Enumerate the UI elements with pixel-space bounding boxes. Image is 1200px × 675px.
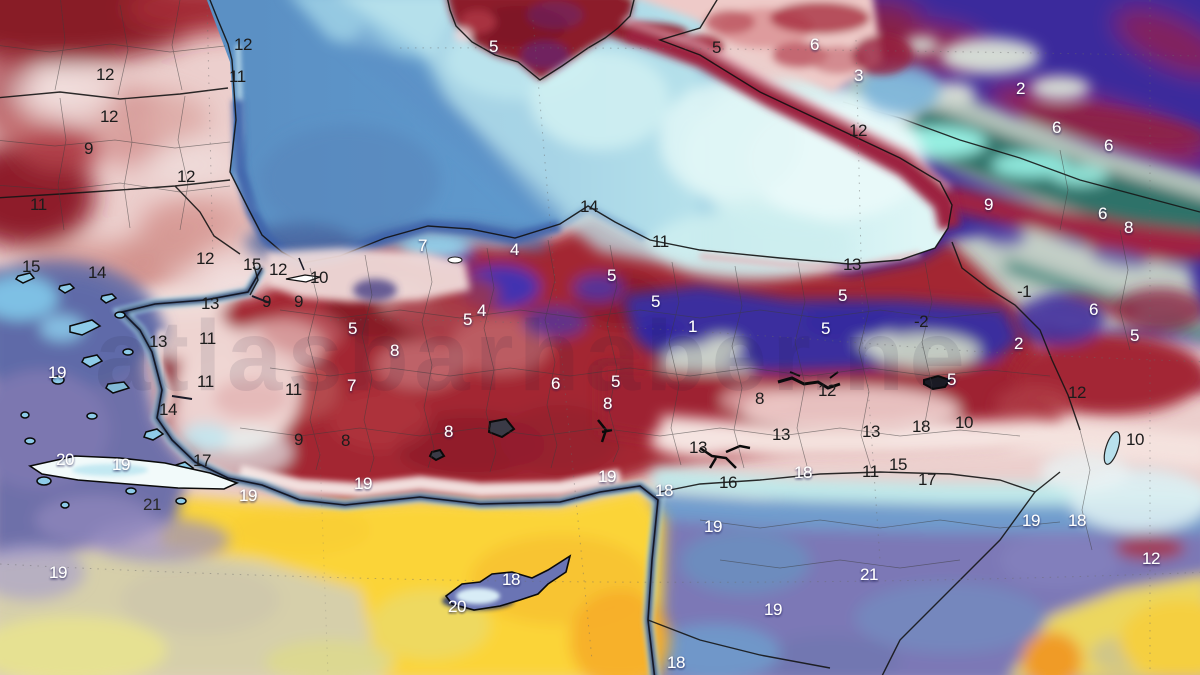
svg-text:14: 14	[159, 400, 177, 419]
svg-text:10: 10	[310, 268, 328, 287]
svg-text:1: 1	[688, 317, 697, 336]
svg-text:19: 19	[598, 467, 616, 486]
svg-text:11: 11	[285, 380, 302, 399]
svg-text:13: 13	[149, 332, 167, 351]
svg-text:10: 10	[1126, 430, 1144, 449]
svg-text:12: 12	[100, 107, 118, 126]
svg-text:12: 12	[177, 167, 195, 186]
svg-text:12: 12	[196, 249, 214, 268]
svg-text:11: 11	[652, 232, 669, 251]
svg-text:4: 4	[477, 301, 486, 320]
svg-text:11: 11	[199, 329, 216, 348]
svg-text:18: 18	[667, 653, 685, 672]
svg-text:9: 9	[294, 292, 303, 311]
svg-text:-1: -1	[1017, 282, 1031, 301]
svg-text:8: 8	[755, 389, 764, 408]
svg-text:18: 18	[794, 463, 812, 482]
svg-text:11: 11	[197, 372, 214, 391]
svg-text:16: 16	[719, 473, 737, 492]
svg-text:21: 21	[860, 565, 878, 584]
svg-text:19: 19	[1022, 511, 1040, 530]
svg-text:5: 5	[712, 38, 721, 57]
svg-text:17: 17	[918, 470, 936, 489]
svg-text:14: 14	[88, 263, 106, 282]
svg-text:2: 2	[1014, 334, 1023, 353]
svg-text:3: 3	[854, 66, 863, 85]
svg-text:5: 5	[821, 319, 830, 338]
svg-text:15: 15	[22, 257, 40, 276]
svg-text:8: 8	[603, 394, 612, 413]
svg-text:8: 8	[1124, 218, 1133, 237]
svg-text:13: 13	[201, 294, 219, 313]
svg-text:6: 6	[810, 35, 819, 54]
svg-text:8: 8	[444, 422, 453, 441]
svg-text:13: 13	[689, 438, 707, 457]
svg-text:5: 5	[607, 266, 616, 285]
svg-text:20: 20	[448, 597, 466, 616]
svg-text:5: 5	[947, 370, 956, 389]
svg-text:7: 7	[418, 236, 427, 255]
svg-text:9: 9	[984, 195, 993, 214]
svg-text:12: 12	[849, 121, 867, 140]
svg-text:12: 12	[96, 65, 114, 84]
svg-text:11: 11	[229, 67, 246, 86]
svg-text:15: 15	[889, 455, 907, 474]
svg-text:18: 18	[655, 481, 673, 500]
svg-text:5: 5	[651, 292, 660, 311]
svg-text:5: 5	[348, 319, 357, 338]
svg-text:20: 20	[56, 450, 74, 469]
svg-text:19: 19	[354, 474, 372, 493]
svg-text:11: 11	[862, 462, 879, 481]
svg-text:12: 12	[234, 35, 252, 54]
svg-text:5: 5	[1130, 326, 1139, 345]
svg-text:19: 19	[704, 517, 722, 536]
svg-text:15: 15	[243, 255, 261, 274]
svg-text:13: 13	[862, 422, 880, 441]
svg-text:6: 6	[1052, 118, 1061, 137]
svg-text:19: 19	[48, 363, 66, 382]
svg-text:12: 12	[1142, 549, 1160, 568]
svg-text:2: 2	[1016, 79, 1025, 98]
svg-text:8: 8	[341, 431, 350, 450]
svg-text:12: 12	[818, 381, 836, 400]
svg-text:18: 18	[1068, 511, 1086, 530]
svg-text:21: 21	[143, 495, 161, 514]
svg-text:19: 19	[239, 486, 257, 505]
svg-text:11: 11	[30, 195, 47, 214]
svg-text:5: 5	[463, 310, 472, 329]
svg-text:12: 12	[269, 260, 287, 279]
svg-text:5: 5	[611, 372, 620, 391]
svg-text:atlasbarhaber.ne: atlasbarhaber.ne	[95, 300, 970, 412]
svg-text:6: 6	[1104, 136, 1113, 155]
svg-text:9: 9	[84, 139, 93, 158]
svg-text:18: 18	[912, 417, 930, 436]
svg-text:19: 19	[764, 600, 782, 619]
svg-text:6: 6	[1089, 300, 1098, 319]
svg-text:19: 19	[49, 563, 67, 582]
svg-text:19: 19	[112, 455, 130, 474]
svg-text:4: 4	[510, 240, 519, 259]
svg-text:5: 5	[489, 37, 498, 56]
svg-text:6: 6	[551, 374, 560, 393]
svg-text:8: 8	[390, 341, 399, 360]
svg-text:7: 7	[347, 376, 356, 395]
svg-text:17: 17	[193, 451, 211, 470]
svg-text:10: 10	[955, 413, 973, 432]
svg-text:6: 6	[1098, 204, 1107, 223]
svg-text:5: 5	[838, 286, 847, 305]
svg-text:13: 13	[772, 425, 790, 444]
svg-text:-2: -2	[914, 312, 928, 331]
svg-text:9: 9	[262, 292, 271, 311]
svg-text:18: 18	[502, 570, 520, 589]
svg-text:12: 12	[1068, 383, 1086, 402]
svg-text:13: 13	[843, 255, 861, 274]
svg-text:9: 9	[294, 430, 303, 449]
svg-text:14: 14	[580, 197, 598, 216]
